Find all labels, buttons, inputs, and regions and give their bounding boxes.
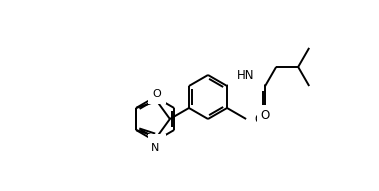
Text: HN: HN <box>237 69 255 82</box>
Text: N: N <box>151 143 159 153</box>
Text: N: N <box>153 139 161 149</box>
Text: Cl: Cl <box>254 112 266 125</box>
Text: O: O <box>260 109 270 122</box>
Text: O: O <box>153 89 161 99</box>
